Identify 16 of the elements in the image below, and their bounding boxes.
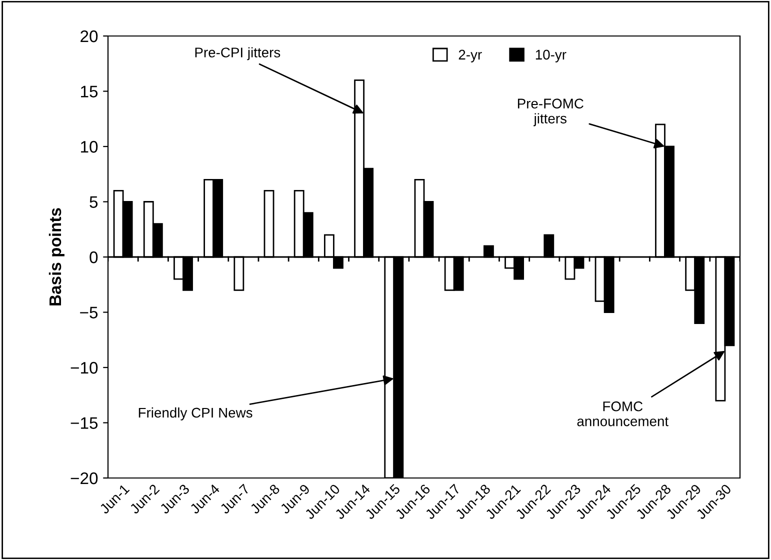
annotation: Pre-FOMC jitters	[518, 98, 584, 126]
legend-label: 10-yr	[536, 50, 566, 62]
annotation: Friendly CPI News	[138, 407, 252, 420]
y-tick-label: 15	[81, 86, 98, 98]
y-tick-label: 5	[90, 196, 98, 208]
legend-label: 2-yr	[458, 50, 482, 62]
y-axis-title: Basis points	[48, 208, 64, 306]
annotation: FOMC announcement	[577, 401, 668, 426]
y-tick-label: 20	[80, 30, 98, 42]
y-tick-label: 0	[90, 251, 98, 264]
y-tick-label: −5	[80, 306, 98, 318]
y-tick-label: −20	[70, 472, 98, 484]
y-tick-label: 10	[81, 140, 98, 153]
annotation: Pre-CPI jitters	[195, 47, 280, 60]
y-tick-label: −15	[70, 417, 98, 429]
y-tick-label: −10	[70, 362, 98, 374]
